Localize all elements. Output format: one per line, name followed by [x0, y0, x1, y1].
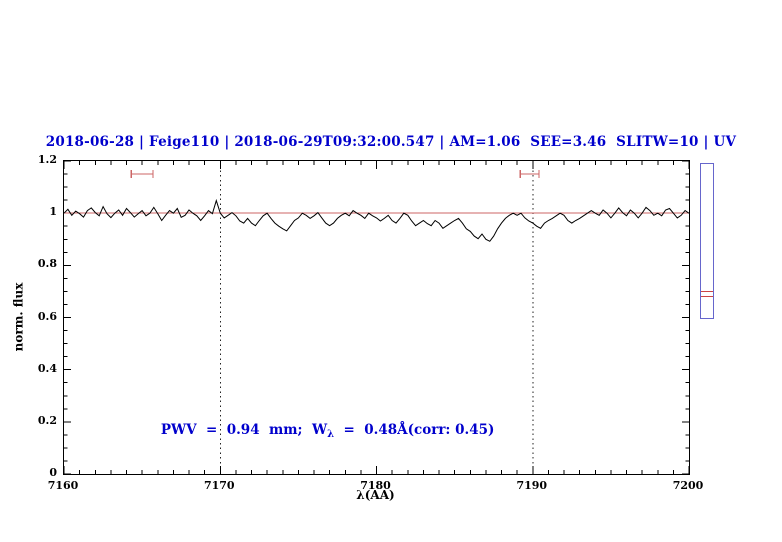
plot-area: [63, 160, 690, 475]
y-axis-label: norm. flux: [11, 282, 25, 351]
pwv-annotation: PWV = 0.94 mm; Wλ = 0.48Å(corr: 0.45): [142, 406, 495, 456]
spectrum-plot-svg: [64, 161, 689, 474]
y-axis-label-wrap: norm. flux: [6, 160, 30, 473]
pwv-annotation-subscript: λ: [327, 429, 335, 440]
side-panel-red-line: [701, 291, 713, 292]
x-axis-label: λ(AA): [356, 488, 395, 502]
pwv-annotation-suffix: = 0.48Å(corr: 0.45): [334, 422, 495, 438]
side-panel-red-line: [701, 296, 713, 297]
plot-title: 2018-06-28 | Feige110 | 2018-06-29T09:32…: [45, 134, 737, 150]
spectrum-line: [64, 198, 689, 242]
side-bandpass-panel: [700, 163, 714, 319]
pwv-annotation-prefix: PWV = 0.94 mm; W: [160, 422, 328, 438]
